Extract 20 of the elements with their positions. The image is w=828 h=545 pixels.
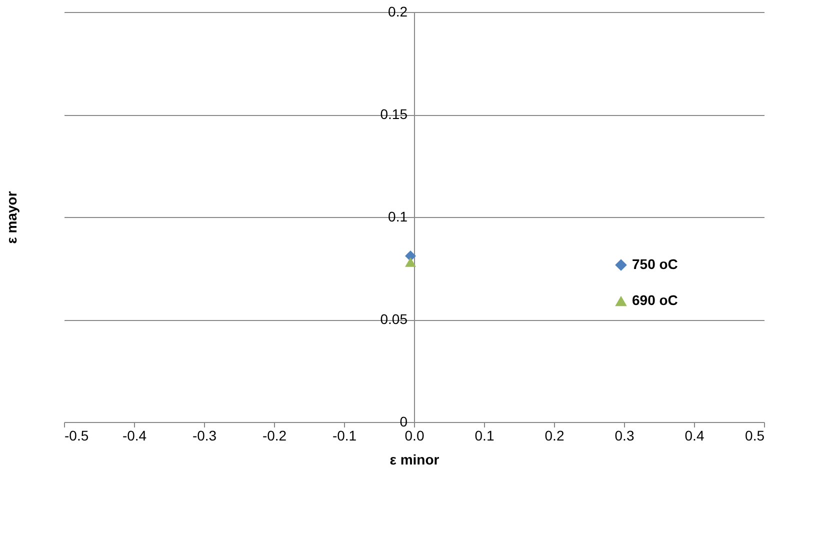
x-tick-label: -0.2	[262, 428, 287, 444]
x-tick-label: 0.2	[544, 428, 564, 444]
x-tick-label: -0.1	[332, 428, 357, 444]
x-tick-label: 0.4	[684, 428, 704, 444]
x-tick-label: 0.5	[745, 428, 765, 444]
x-tick-label: 0.1	[474, 428, 494, 444]
x-tick-label: -0.5	[64, 428, 89, 444]
y-tick-label: 0.1	[388, 208, 408, 224]
x-tick-label: 0.0	[404, 428, 424, 444]
y-tick-label: 0	[400, 414, 408, 430]
x-axis-title: ε minor	[390, 452, 440, 468]
x-tick-label: 0.3	[614, 428, 634, 444]
y-tick-label: 0.15	[380, 106, 408, 122]
y-tick-label: 0.05	[380, 311, 408, 327]
y-tick-label: 0.2	[388, 4, 408, 20]
y-axis-title: ε mayor	[4, 190, 20, 244]
legend-label: 750 oC	[632, 256, 678, 272]
legend-label: 690 oC	[632, 292, 678, 308]
x-tick-label: -0.3	[192, 428, 217, 444]
x-tick-label: -0.4	[122, 428, 147, 444]
